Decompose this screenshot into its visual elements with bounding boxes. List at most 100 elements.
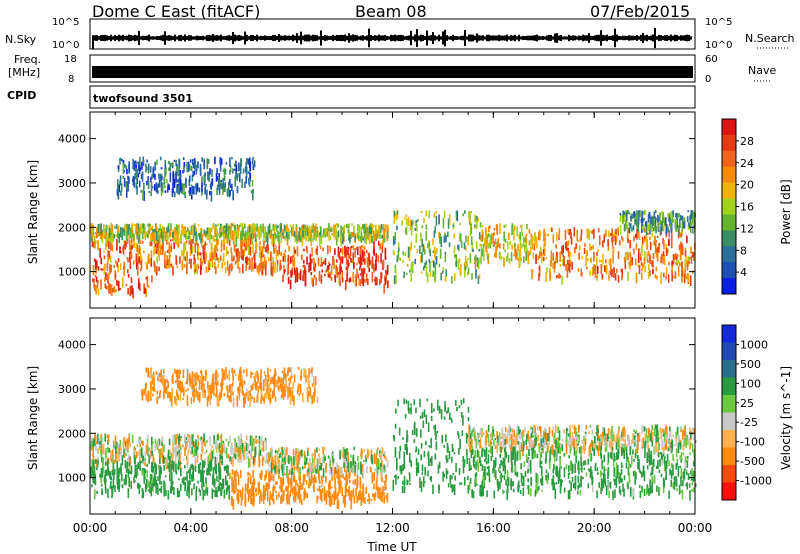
heatmap-cell (662, 256, 665, 265)
heatmap-cell (323, 454, 325, 464)
heatmap-cell (202, 386, 205, 393)
heatmap-cell (239, 469, 242, 479)
heatmap-cell (207, 158, 210, 164)
nsky-bar (248, 36, 250, 40)
heatmap-cell (224, 182, 226, 188)
heatmap-cell (376, 458, 379, 466)
heatmap-cell (154, 230, 157, 235)
heatmap-cell (540, 251, 542, 256)
heatmap-cell (652, 268, 654, 275)
heatmap-cell (514, 244, 516, 255)
heatmap-cell (474, 259, 477, 269)
heatmap-cell (365, 233, 367, 245)
nsky-bar (404, 36, 406, 40)
heatmap-cell (540, 246, 542, 252)
heatmap-cell (417, 448, 420, 455)
heatmap-cell (244, 396, 246, 404)
heatmap-cell (188, 175, 191, 183)
nsky-bar (572, 35, 574, 41)
heatmap-cell (308, 467, 310, 472)
heatmap-cell (428, 463, 431, 466)
heatmap-cell (668, 229, 670, 238)
heatmap-cell (206, 158, 209, 168)
heatmap-cell (356, 232, 359, 239)
heatmap-cell (258, 456, 261, 468)
heatmap-cell (241, 487, 244, 494)
heatmap-cell (323, 486, 326, 493)
heatmap-cell (335, 227, 337, 237)
heatmap-cell (166, 249, 169, 253)
heatmap-cell (289, 376, 292, 383)
heatmap-cell (268, 257, 270, 262)
heatmap-cell (131, 243, 134, 248)
heatmap-cell (108, 233, 111, 237)
heatmap-cell (156, 185, 159, 194)
heatmap-cell (464, 264, 467, 271)
heatmap-cell (250, 233, 253, 240)
heatmap-cell (675, 212, 678, 219)
heatmap-cell (96, 490, 98, 495)
heatmap-cell (280, 264, 282, 270)
nsky-bar (300, 31, 302, 45)
heatmap-cell (189, 479, 191, 486)
heatmap-cell (192, 377, 195, 384)
heatmap-cell (140, 258, 143, 269)
heatmap-cell (306, 227, 309, 237)
heatmap-cell (350, 462, 353, 468)
heatmap-cell (603, 265, 606, 272)
heatmap-cell (167, 449, 170, 460)
heatmap-cell (386, 459, 389, 468)
heatmap-cell (184, 182, 187, 186)
heatmap-cell (91, 437, 93, 442)
nsky-bar (410, 30, 412, 46)
heatmap-cell (608, 259, 611, 265)
heatmap-cell (125, 225, 127, 231)
heatmap-cell (262, 491, 265, 497)
heatmap-cell (192, 434, 194, 437)
heatmap-cell (344, 456, 346, 463)
heatmap-cell (450, 483, 452, 488)
heatmap-cell (676, 218, 679, 229)
heatmap-cell (230, 456, 233, 465)
heatmap-cell (226, 374, 228, 379)
y-tick-label: 2000 (58, 221, 86, 234)
heatmap-cell (343, 224, 346, 228)
heatmap-cell (334, 276, 337, 283)
heatmap-cell (298, 487, 301, 495)
heatmap-cell (347, 246, 350, 250)
heatmap-cell (272, 257, 274, 266)
heatmap-cell (538, 232, 540, 241)
heatmap-cell (220, 483, 223, 493)
heatmap-cell (130, 227, 132, 235)
nsky-bar (296, 33, 298, 43)
heatmap-cell (434, 431, 437, 435)
nsky-bar (180, 34, 182, 42)
heatmap-cell (254, 453, 256, 463)
heatmap-cell (205, 266, 208, 273)
nsky-bar (630, 35, 632, 41)
heatmap-cell (255, 396, 258, 404)
heatmap-cell (660, 226, 662, 235)
nsky-bar (106, 35, 108, 41)
heatmap-cell (602, 240, 604, 248)
heatmap-cell (303, 475, 306, 479)
heatmap-cell (262, 223, 264, 234)
heatmap-cell (289, 394, 292, 405)
heatmap-cell (128, 239, 131, 251)
heatmap-cell (339, 450, 341, 460)
heatmap-cell (266, 384, 269, 394)
heatmap-cell (300, 499, 303, 505)
heatmap-cell (561, 259, 564, 262)
heatmap-cell (366, 259, 368, 263)
heatmap-cell (396, 211, 399, 215)
heatmap-cell (365, 250, 368, 253)
heatmap-cell (236, 255, 238, 263)
heatmap-cell (249, 475, 252, 485)
heatmap-cell (158, 230, 161, 240)
heatmap-cell (306, 492, 308, 499)
heatmap-cell (546, 267, 548, 273)
nsky-bar (622, 35, 624, 41)
heatmap-cell (377, 466, 380, 470)
heatmap-cell (270, 377, 272, 382)
heatmap-cell (161, 436, 164, 443)
